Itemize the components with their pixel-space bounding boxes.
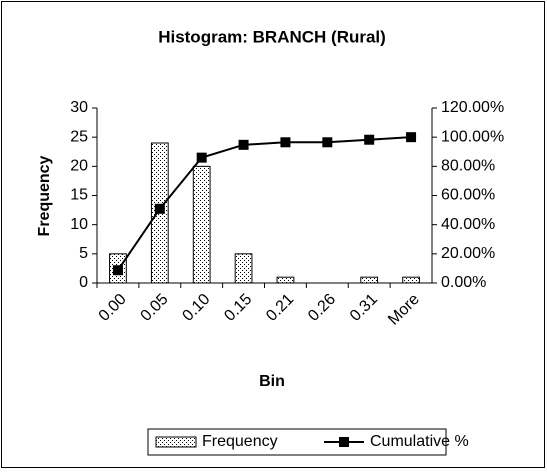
- y-tick-label: 15: [70, 187, 88, 204]
- y2-tick-label: 60.00%: [441, 187, 495, 204]
- y-tick-label: 20: [70, 158, 88, 175]
- chart-frame: [1, 1, 545, 468]
- y-tick-label: 5: [79, 245, 88, 262]
- y-tick-label: 0: [79, 274, 88, 291]
- marker: [154, 203, 165, 214]
- y-tick-label: 30: [70, 99, 88, 116]
- marker: [280, 137, 291, 148]
- y2-tick-label: 80.00%: [441, 158, 495, 175]
- chart-title: Histogram: BRANCH (Rural): [158, 27, 386, 46]
- legend-label: Frequency: [202, 433, 278, 450]
- y2-tick-label: 20.00%: [441, 245, 495, 262]
- line: [117, 136, 412, 271]
- marker: [238, 139, 249, 150]
- y-tick-label: 25: [70, 128, 88, 145]
- y2-tick-label: 120.00%: [441, 99, 504, 116]
- y-tick-label: 10: [70, 216, 88, 233]
- y2-tick-label: 100.00%: [441, 128, 504, 145]
- bar: [276, 276, 295, 284]
- bar: [360, 276, 379, 284]
- bar: [234, 253, 253, 284]
- marker: [196, 152, 207, 163]
- y2-tick-label: 0.00%: [441, 274, 486, 291]
- legend: [147, 428, 447, 456]
- bar: [402, 276, 420, 284]
- legend-marker: [339, 437, 349, 447]
- bar: [192, 165, 211, 284]
- marker: [364, 134, 375, 145]
- x-axis-label: Bin: [259, 373, 285, 390]
- y-axis-label: Frequency: [36, 155, 53, 236]
- legend-label: Cumulative %: [370, 433, 469, 450]
- marker: [406, 132, 417, 143]
- marker: [322, 137, 333, 148]
- y2-tick-label: 40.00%: [441, 216, 495, 233]
- legend-swatch: [155, 436, 197, 448]
- marker: [112, 265, 123, 276]
